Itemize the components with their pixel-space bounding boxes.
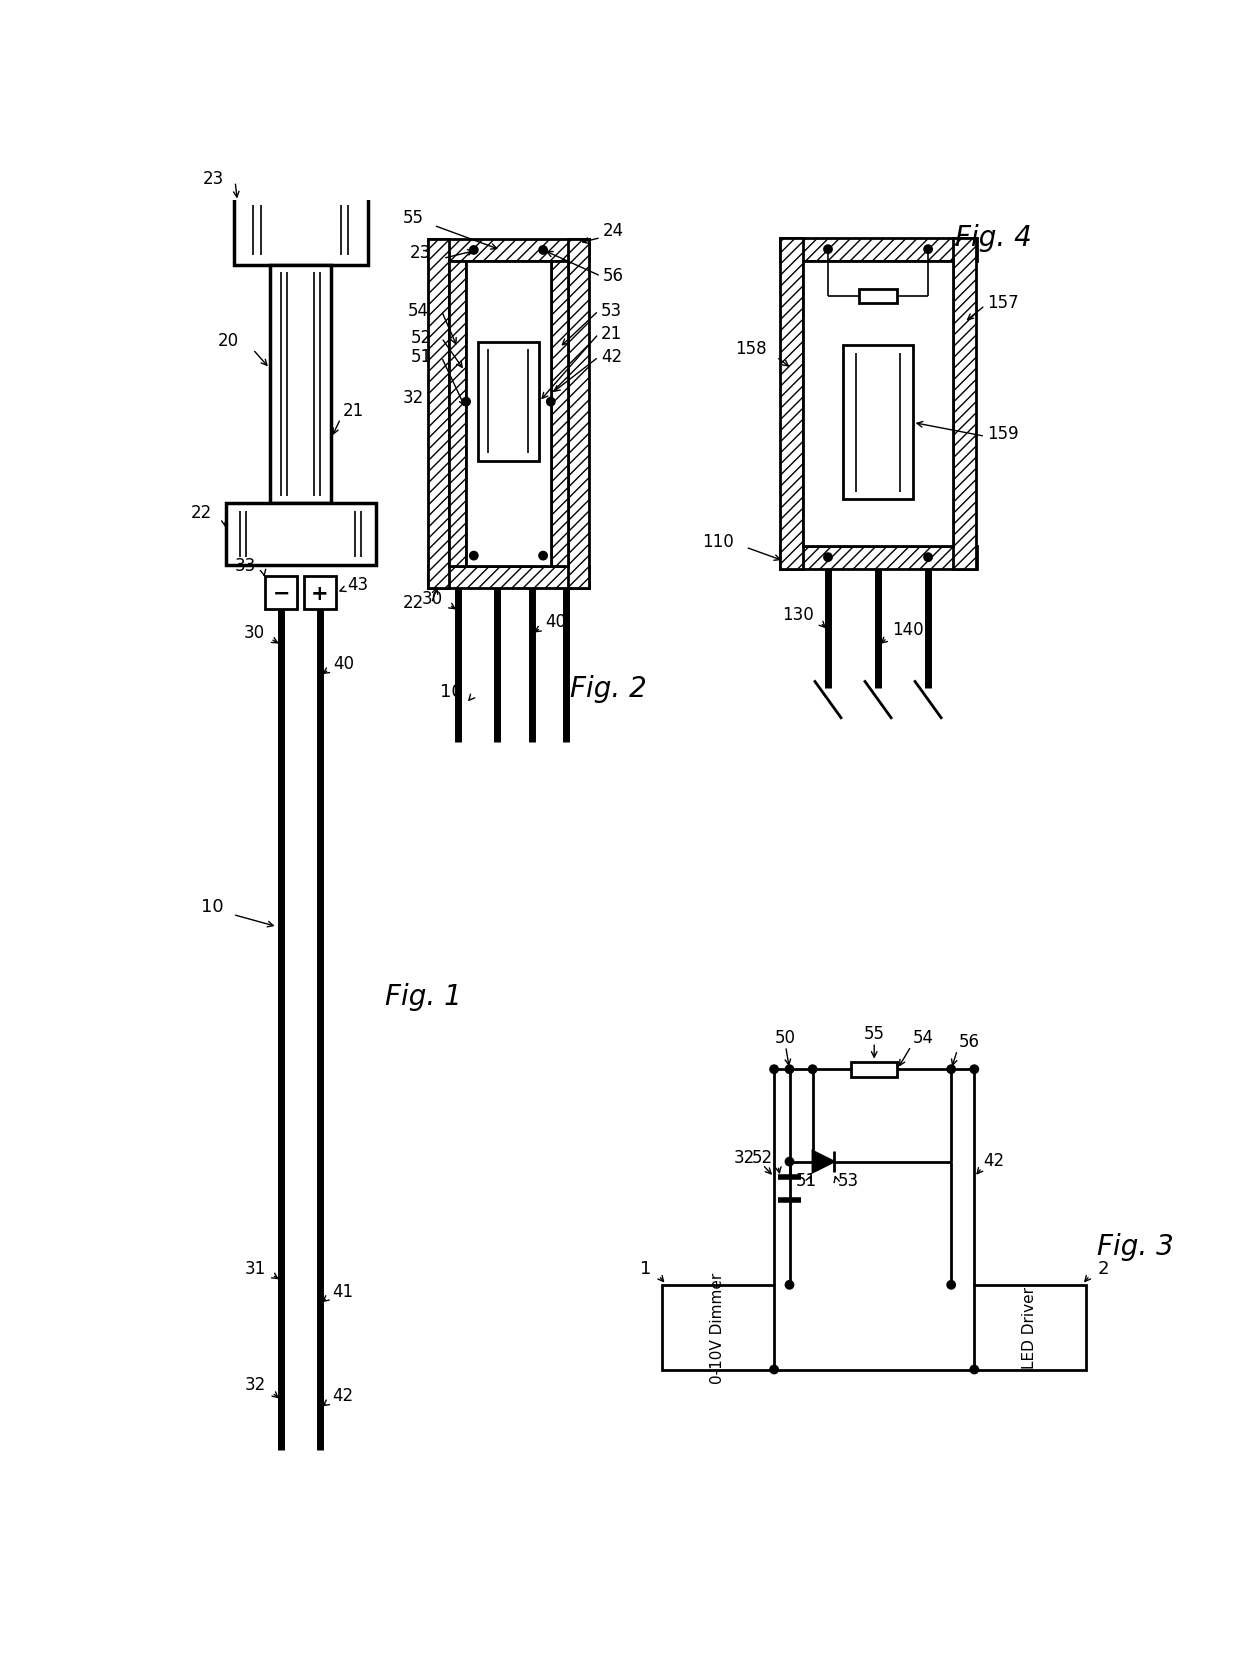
Bar (780, 239, 977, 261)
Bar (428, 239, 449, 589)
Text: 0-10V Dimmer: 0-10V Dimmer (711, 1271, 725, 1384)
Bar (568, 239, 589, 589)
Text: 53: 53 (838, 1171, 859, 1190)
Bar (851, 1062, 898, 1077)
Text: 158: 158 (735, 340, 766, 358)
Text: 110: 110 (702, 532, 734, 550)
Text: 51: 51 (410, 348, 432, 366)
Text: Fig. 2: Fig. 2 (570, 674, 647, 703)
Text: 2: 2 (1097, 1260, 1109, 1278)
Circle shape (463, 398, 470, 407)
Text: 32: 32 (734, 1148, 755, 1166)
Text: 40: 40 (334, 654, 355, 673)
Bar (477, 343, 539, 462)
Bar (428, 567, 589, 589)
Circle shape (924, 554, 932, 562)
Text: 20: 20 (218, 333, 239, 350)
Circle shape (539, 248, 547, 254)
Text: 30: 30 (243, 624, 264, 642)
Circle shape (825, 554, 832, 562)
Bar (551, 261, 568, 567)
Text: 10: 10 (201, 898, 223, 915)
Bar (975, 1285, 1086, 1370)
Circle shape (547, 398, 554, 407)
Text: 42: 42 (332, 1387, 353, 1404)
Text: LED Driver: LED Driver (1022, 1287, 1037, 1369)
Text: 42: 42 (601, 348, 622, 366)
Text: 157: 157 (987, 294, 1019, 311)
Circle shape (470, 248, 477, 254)
Text: 31: 31 (244, 1260, 265, 1278)
Bar (859, 289, 898, 304)
Circle shape (825, 246, 832, 254)
Bar (304, 577, 336, 609)
Bar (780, 547, 977, 569)
Text: 23: 23 (410, 244, 432, 261)
Bar (662, 1285, 774, 1370)
Text: +: + (311, 584, 329, 604)
Text: 54: 54 (408, 301, 429, 320)
Bar (449, 261, 466, 567)
Bar (226, 504, 376, 565)
Text: 140: 140 (892, 621, 924, 639)
Text: 24: 24 (603, 223, 624, 241)
Text: 50: 50 (775, 1029, 796, 1047)
Bar (780, 239, 804, 569)
Bar (233, 196, 368, 266)
Text: 22: 22 (191, 504, 212, 522)
Text: 42: 42 (983, 1151, 1004, 1169)
Circle shape (470, 552, 477, 560)
Circle shape (947, 1282, 955, 1288)
Text: 52: 52 (751, 1148, 773, 1166)
Bar (843, 346, 913, 500)
Circle shape (808, 1066, 816, 1074)
Text: 159: 159 (987, 425, 1019, 443)
Text: 130: 130 (782, 606, 815, 624)
Text: 23: 23 (203, 171, 224, 187)
Bar (428, 239, 589, 261)
Text: 21: 21 (601, 325, 622, 343)
Circle shape (786, 1066, 794, 1074)
Circle shape (770, 1365, 777, 1374)
Bar (952, 239, 976, 569)
Polygon shape (812, 1151, 835, 1173)
Text: Fig. 1: Fig. 1 (386, 982, 463, 1010)
Bar (270, 266, 331, 504)
Text: 56: 56 (603, 266, 624, 284)
Text: 55: 55 (403, 209, 424, 228)
Text: 41: 41 (332, 1283, 353, 1300)
Text: 32: 32 (244, 1375, 265, 1394)
Text: 56: 56 (959, 1032, 980, 1051)
Circle shape (786, 1282, 794, 1288)
Circle shape (947, 1066, 955, 1074)
Text: 54: 54 (913, 1029, 934, 1047)
Text: Fig. 3: Fig. 3 (1097, 1233, 1174, 1260)
Text: 33: 33 (234, 557, 255, 576)
Text: 43: 43 (347, 576, 368, 594)
Bar (804, 261, 952, 547)
Bar (466, 261, 551, 567)
Circle shape (924, 246, 932, 254)
Text: 51: 51 (796, 1171, 817, 1190)
Circle shape (539, 552, 547, 560)
Circle shape (971, 1365, 978, 1374)
Text: 21: 21 (343, 402, 365, 420)
Text: 32: 32 (403, 388, 424, 407)
Text: 30: 30 (422, 591, 443, 607)
Text: 22: 22 (403, 594, 424, 612)
Text: 53: 53 (601, 301, 622, 320)
Bar (265, 577, 298, 609)
Text: 40: 40 (546, 612, 567, 631)
Text: 1: 1 (640, 1260, 651, 1278)
Text: 55: 55 (864, 1026, 884, 1042)
Text: Fig. 4: Fig. 4 (955, 224, 1032, 253)
Text: −: − (273, 584, 290, 604)
Text: 10: 10 (440, 683, 463, 701)
Text: 52: 52 (410, 328, 432, 346)
Circle shape (770, 1066, 777, 1074)
Circle shape (971, 1066, 978, 1074)
Circle shape (786, 1158, 794, 1166)
